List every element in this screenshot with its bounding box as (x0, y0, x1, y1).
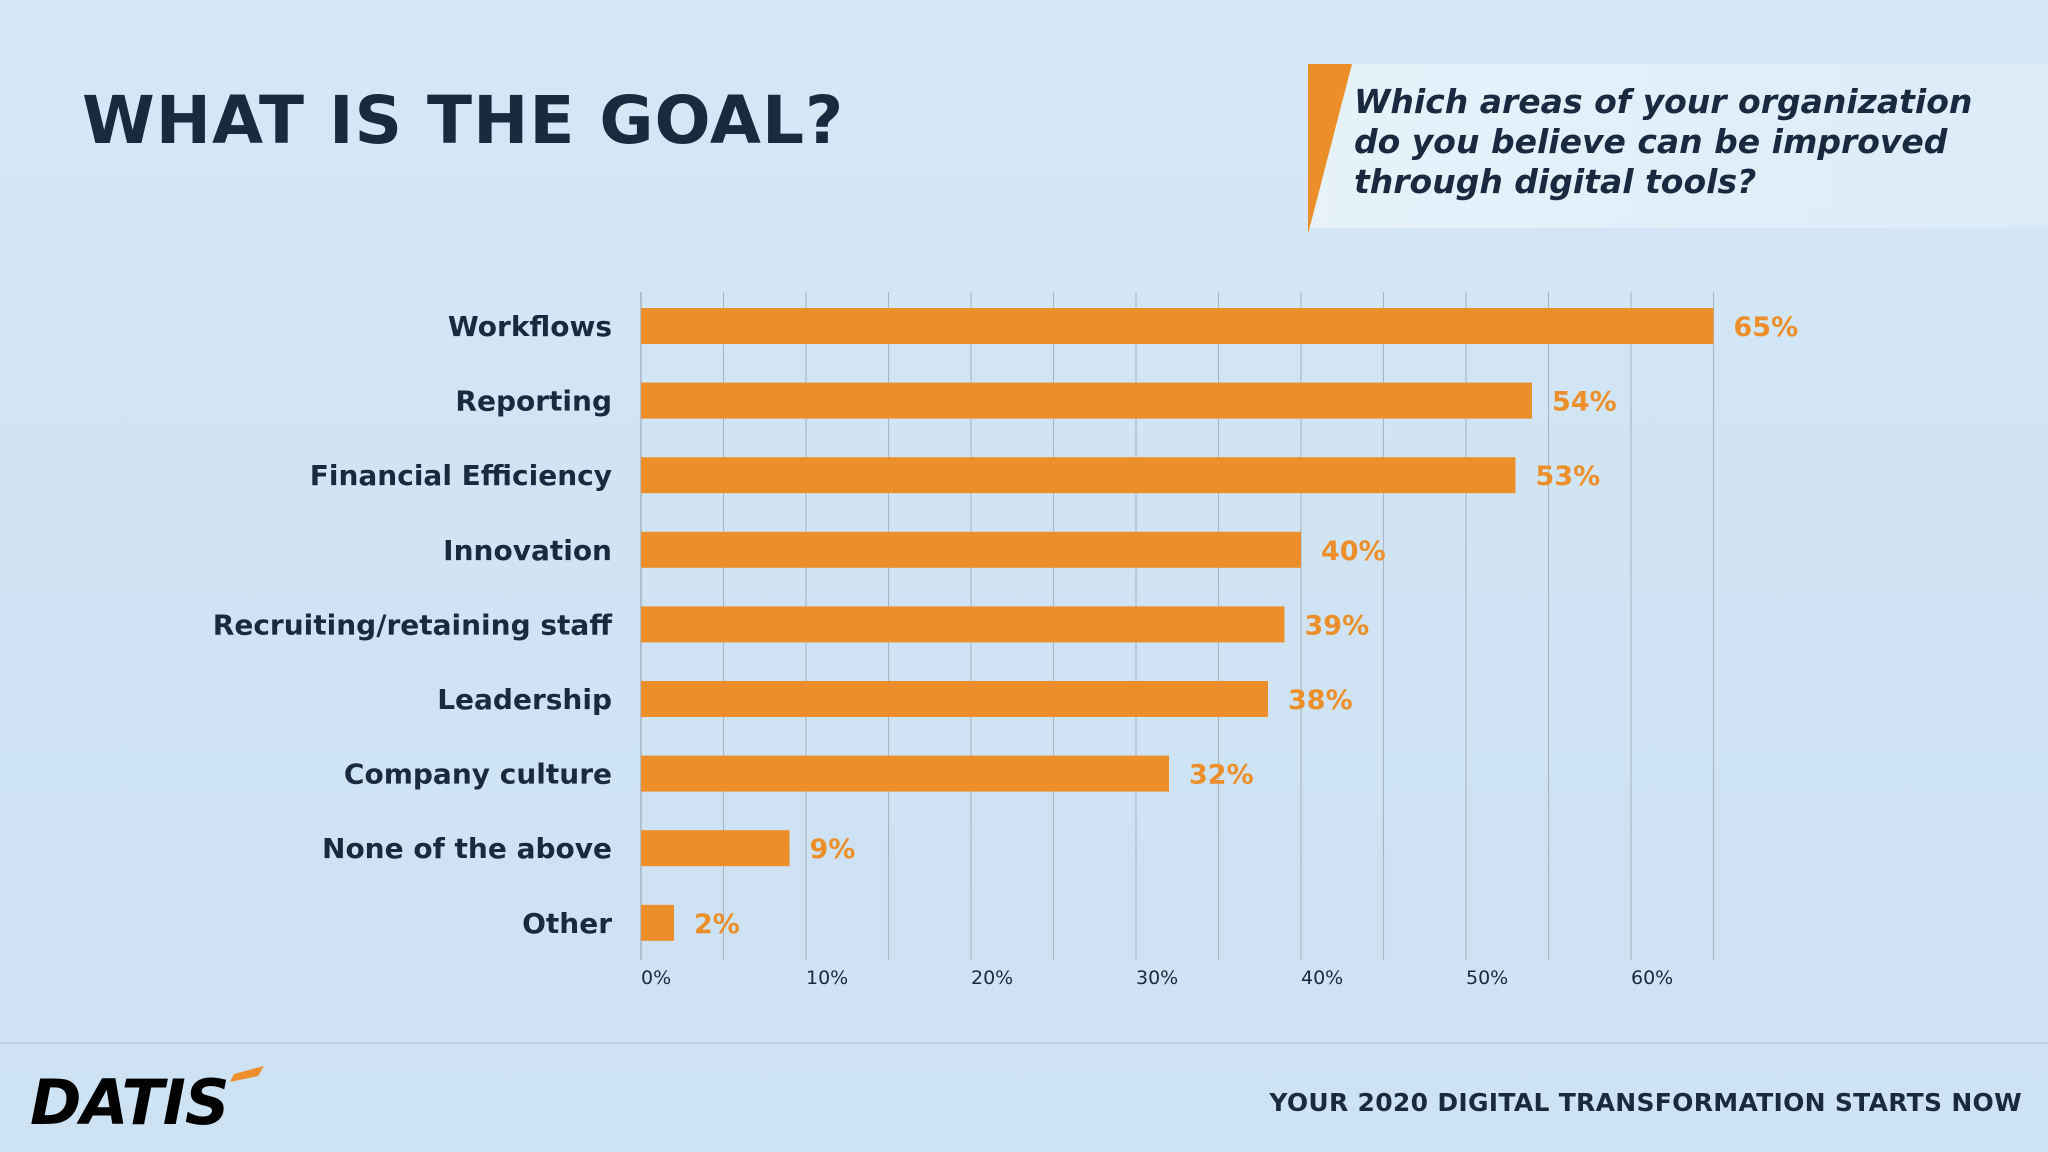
bar (641, 457, 1516, 494)
x-tick-label: 50% (1466, 967, 1508, 989)
data-label: 2% (694, 909, 740, 940)
data-label: 65% (1734, 312, 1799, 343)
logo-wordmark: DATIS (30, 1066, 229, 1138)
data-label: 40% (1321, 536, 1386, 567)
data-label: 53% (1536, 461, 1601, 492)
category-label: Reporting (455, 385, 612, 418)
bar (641, 606, 1285, 643)
bar (641, 830, 790, 867)
footer-tagline: YOUR 2020 DIGITAL TRANSFORMATION STARTS … (1269, 1088, 2022, 1117)
bar (641, 681, 1268, 717)
footer-divider (0, 1042, 2048, 1044)
data-label: 39% (1305, 610, 1370, 641)
datis-logo: DATIS (26, 1058, 286, 1143)
data-label: 38% (1288, 685, 1353, 716)
x-tick-label: 60% (1631, 967, 1673, 989)
x-tick-label: 30% (1136, 967, 1178, 989)
data-label: 54% (1552, 387, 1617, 418)
bar (641, 904, 674, 941)
x-tick-label: 0% (641, 967, 671, 989)
data-label: 32% (1189, 760, 1254, 791)
survey-question: Which areas of your organization do you … (1354, 82, 1973, 201)
category-label: Leadership (437, 683, 612, 716)
question-callout (1310, 64, 2048, 228)
x-tick-label: 10% (806, 967, 848, 989)
data-label: 9% (810, 834, 856, 865)
x-tick-label: 20% (971, 967, 1013, 989)
category-label: Recruiting/retaining staff (213, 608, 613, 641)
category-label: Innovation (443, 534, 612, 567)
bar-chart: 0% 10% 20% 30% 40% 50% 60% Workflows 65% Reportin… (213, 292, 1799, 989)
logo-graphic: DATIS (30, 1066, 264, 1139)
category-label: None of the above (322, 832, 612, 865)
bar (641, 531, 1301, 568)
bar (641, 755, 1169, 792)
bar (641, 382, 1532, 419)
category-label: Other (522, 907, 612, 940)
category-label: Company culture (344, 758, 612, 791)
bar (641, 308, 1714, 344)
category-label: Financial Efficiency (310, 459, 612, 492)
page-title: WHAT IS THE GOAL? (82, 82, 845, 159)
category-label: Workflows (448, 310, 612, 343)
logo-accent-mark (230, 1066, 264, 1082)
x-tick-label: 40% (1301, 967, 1343, 989)
